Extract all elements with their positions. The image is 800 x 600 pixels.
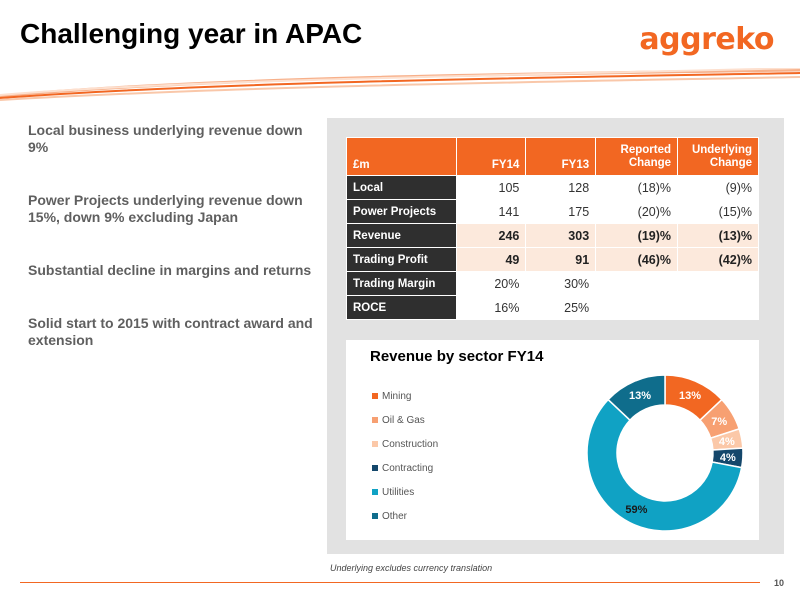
table-row: Power Projects 141 175 (20)% (15)% (346, 199, 759, 224)
header-cell-underlying-change: Underlying Change (677, 137, 759, 176)
table-cell: 30% (525, 271, 597, 296)
legend-label: Contracting (382, 462, 434, 474)
table-cell (677, 271, 759, 296)
key-point: Local business underlying revenue down 9… (28, 122, 303, 155)
row-label: Trading Profit (346, 247, 457, 272)
legend-item: Utilities (372, 480, 438, 504)
donut-slice-label: 4% (719, 436, 735, 448)
key-point: Solid start to 2015 with contract award … (28, 315, 313, 348)
row-label: Local (346, 175, 457, 200)
legend-swatch (372, 417, 378, 423)
legend-item: Contracting (372, 456, 438, 480)
table-row: Local 105 128 (18)% (9)% (346, 175, 759, 200)
donut-slice (607, 374, 666, 422)
table-cell: (18)% (595, 175, 679, 200)
revenue-donut-chart: 13% 7% 4% 4% 59% 13% (586, 374, 744, 532)
footer-divider (20, 582, 760, 583)
row-label: Power Projects (346, 199, 457, 224)
table-cell: 246 (455, 223, 527, 248)
table-cell (595, 271, 679, 296)
table-cell: (15)% (677, 199, 759, 224)
table-cell: 91 (525, 247, 597, 272)
legend-label: Utilities (382, 486, 415, 498)
legend-item: Construction (372, 432, 438, 456)
donut-slice-label: 13% (679, 390, 701, 402)
footnote: Underlying excludes currency translation (330, 563, 493, 573)
legend-item: Other (372, 504, 438, 528)
key-points-list: Local business underlying revenue down 9… (28, 122, 318, 385)
legend-label: Other (382, 510, 408, 522)
aggreko-logo: aggreko (639, 22, 774, 57)
page-number: 10 (773, 578, 784, 588)
legend-label: Mining (382, 390, 412, 402)
donut-slice-label: 13% (629, 390, 651, 402)
table-row: Trading Margin 20% 30% (346, 271, 759, 296)
chart-title: Revenue by sector FY14 (370, 348, 544, 365)
table-cell: (42)% (677, 247, 759, 272)
table-cell: (9)% (677, 175, 759, 200)
table-cell: (20)% (595, 199, 679, 224)
legend-swatch (372, 393, 378, 399)
key-point: Substantial decline in margins and retur… (28, 262, 312, 278)
legend-item: Mining (372, 384, 438, 408)
key-point: Power Projects underlying revenue down 1… (28, 192, 303, 225)
table-cell: 20% (455, 271, 527, 296)
table-cell: (46)% (595, 247, 679, 272)
table-row: Revenue 246 303 (19)% (13)% (346, 223, 759, 248)
donut-slice (586, 398, 743, 532)
donut-slice-label: 59% (625, 504, 647, 516)
table-cell: 105 (455, 175, 527, 200)
donut-slice-label: 7% (711, 416, 727, 428)
row-label: Revenue (346, 223, 457, 248)
legend-swatch (372, 489, 378, 495)
row-label: ROCE (346, 295, 457, 320)
table-row: Trading Profit 49 91 (46)% (42)% (346, 247, 759, 272)
legend-swatch (372, 513, 378, 519)
header-cell-reported-change: Reported Change (595, 137, 679, 176)
table-cell: (13)% (677, 223, 759, 248)
table-row: ROCE 16% 25% (346, 295, 759, 320)
page-title: Challenging year in APAC (20, 18, 363, 49)
legend-swatch (372, 465, 378, 471)
chart-legend: Mining Oil & Gas Construction Contracting Ut… (372, 384, 438, 528)
header-cell-unit: £m (346, 137, 457, 176)
table-cell: 25% (525, 295, 597, 320)
table-cell: 49 (455, 247, 527, 272)
header-swoosh-decoration (0, 68, 800, 101)
donut-slice-label: 4% (720, 452, 736, 464)
row-label: Trading Margin (346, 271, 457, 296)
header-cell-fy13: FY13 (525, 137, 597, 176)
table-cell: 16% (455, 295, 527, 320)
table-header-row: £m FY14 FY13 Reported Change Underlying … (346, 137, 759, 176)
header-cell-fy14: FY14 (455, 137, 527, 176)
table-cell: 175 (525, 199, 597, 224)
table-cell: 128 (525, 175, 597, 200)
table-cell: (19)% (595, 223, 679, 248)
table-cell (595, 295, 679, 320)
legend-item: Oil & Gas (372, 408, 438, 432)
legend-swatch (372, 441, 378, 447)
financial-table: £m FY14 FY13 Reported Change Underlying … (346, 137, 759, 320)
legend-label: Oil & Gas (382, 414, 425, 426)
table-cell: 141 (455, 199, 527, 224)
table-cell (677, 295, 759, 320)
table-cell: 303 (525, 223, 597, 248)
legend-label: Construction (382, 438, 439, 450)
